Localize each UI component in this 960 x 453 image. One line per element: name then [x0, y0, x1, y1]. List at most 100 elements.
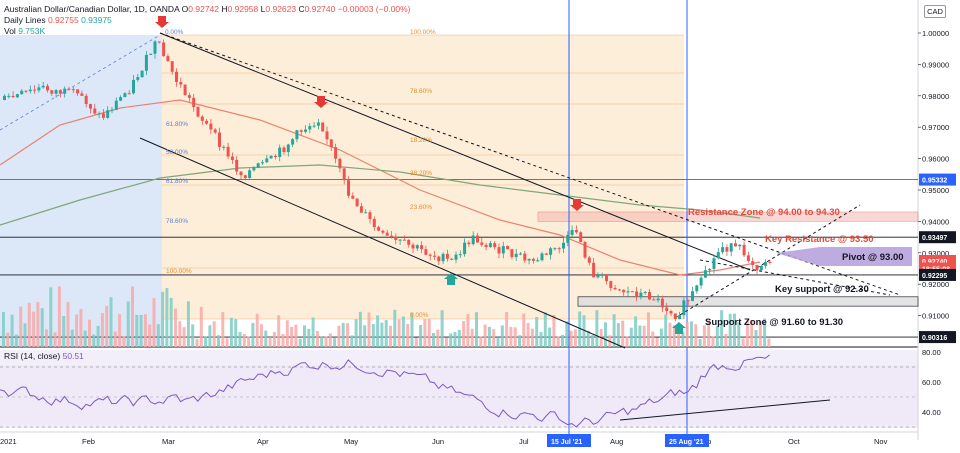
volume-bar — [195, 338, 199, 347]
candle-body — [557, 248, 561, 250]
candle-body — [476, 235, 479, 243]
volume-bar — [668, 322, 672, 347]
volume-bar — [88, 319, 91, 347]
candle-body — [648, 292, 651, 300]
candle-body — [583, 241, 587, 258]
candle-body — [269, 155, 273, 159]
candle-body — [325, 131, 329, 140]
time-tick: Oct — [788, 437, 801, 446]
candle-body — [566, 234, 570, 243]
annotation-label: Key Resistance @ 93.50 — [765, 234, 874, 245]
annotation-label: Pivot @ 93.00 — [842, 252, 904, 263]
volume-bar — [595, 310, 599, 347]
candle-body — [394, 236, 398, 241]
candle-body — [691, 291, 694, 301]
low-value: 0.92623 — [265, 4, 297, 14]
volume-bar — [535, 317, 539, 347]
candle-body — [493, 243, 497, 248]
volume-bar — [225, 338, 229, 347]
volume-bar — [186, 301, 190, 347]
candle-body — [110, 109, 114, 111]
fib-label: 100.00% — [410, 29, 436, 36]
volume-bar — [767, 338, 771, 347]
low-label: L — [260, 4, 266, 14]
time-tick: Nov — [874, 437, 888, 446]
volume-bar — [277, 315, 281, 347]
candle-body — [768, 261, 772, 263]
volume-bar — [83, 330, 87, 347]
volume-bar — [148, 324, 152, 347]
candle-body — [243, 175, 247, 179]
candle-body — [230, 156, 234, 160]
candle-body — [84, 95, 88, 105]
candle-body — [734, 243, 737, 247]
volume-bar — [290, 326, 294, 347]
price-label-box — [919, 268, 956, 281]
candle-body — [3, 95, 6, 100]
candle-body — [153, 41, 157, 54]
volume-bar — [376, 315, 380, 347]
volume-bar — [707, 320, 711, 347]
rsi-tick: 40.00 — [922, 408, 941, 417]
candle-body — [695, 285, 699, 292]
candle-body — [759, 265, 763, 271]
symbol-name: Australian Dollar/Canadian Dollar, 1D, O… — [4, 4, 180, 14]
candle-body — [11, 95, 15, 98]
currency-button[interactable]: CAD — [924, 5, 946, 18]
volume-value: 9.753K — [18, 26, 46, 36]
volume-bar — [483, 324, 487, 347]
volume-bar — [221, 312, 225, 347]
candle-body — [527, 258, 531, 261]
candle-body — [364, 212, 368, 214]
candle-body — [187, 95, 191, 98]
volume-bar — [702, 325, 706, 347]
candle-body — [523, 253, 527, 261]
price-tick: 0.95000 — [922, 186, 949, 195]
time-tick: Mar — [162, 437, 175, 446]
volume-bar — [621, 320, 625, 347]
volume-bar — [199, 306, 203, 347]
candle-body — [295, 130, 299, 140]
candle-body — [574, 229, 578, 233]
candle-body — [114, 100, 118, 110]
candle-body — [342, 168, 346, 181]
candle-body — [304, 129, 307, 132]
price-label-box — [919, 331, 956, 344]
candle-body — [256, 163, 260, 168]
annotation-label: Support Zone @ 91.60 to 91.30 — [705, 317, 843, 328]
candle-body — [415, 245, 419, 249]
volume-bar — [204, 336, 208, 347]
volume-bar — [423, 319, 427, 347]
volume-bar — [320, 336, 324, 347]
candle-body — [355, 198, 359, 207]
legend-daily-lines: Daily Lines 0.92755 0.93975 — [4, 15, 112, 26]
arrow-up-jun — [444, 273, 458, 285]
volume-bar — [328, 333, 332, 347]
candle-body — [200, 116, 204, 121]
volume-bar — [432, 332, 435, 347]
daily-lines-label: Daily Lines — [4, 15, 46, 25]
volume-bar — [10, 314, 14, 347]
candle-body — [7, 95, 11, 97]
volume-bar — [118, 314, 122, 347]
candle-body — [488, 243, 492, 248]
daily-line-1-value: 0.92755 — [47, 15, 79, 25]
candle-body — [587, 257, 591, 263]
resistance-zone — [537, 211, 919, 222]
volume-bar — [685, 321, 689, 347]
price-label-box — [919, 231, 956, 244]
ma-red-line — [0, 99, 761, 276]
price-label-box — [919, 173, 956, 186]
volume-bar — [444, 337, 448, 347]
candle-body — [222, 146, 226, 148]
candle-body — [725, 247, 729, 252]
volume-bar — [260, 324, 263, 347]
fib-label: 0.00% — [165, 29, 184, 36]
volume-bar — [449, 333, 453, 347]
candle-body — [170, 61, 174, 72]
price-tick: 0.99000 — [922, 60, 949, 69]
candle-body — [484, 244, 488, 248]
candle-body — [652, 299, 656, 301]
arrow-up-aug — [672, 322, 686, 334]
